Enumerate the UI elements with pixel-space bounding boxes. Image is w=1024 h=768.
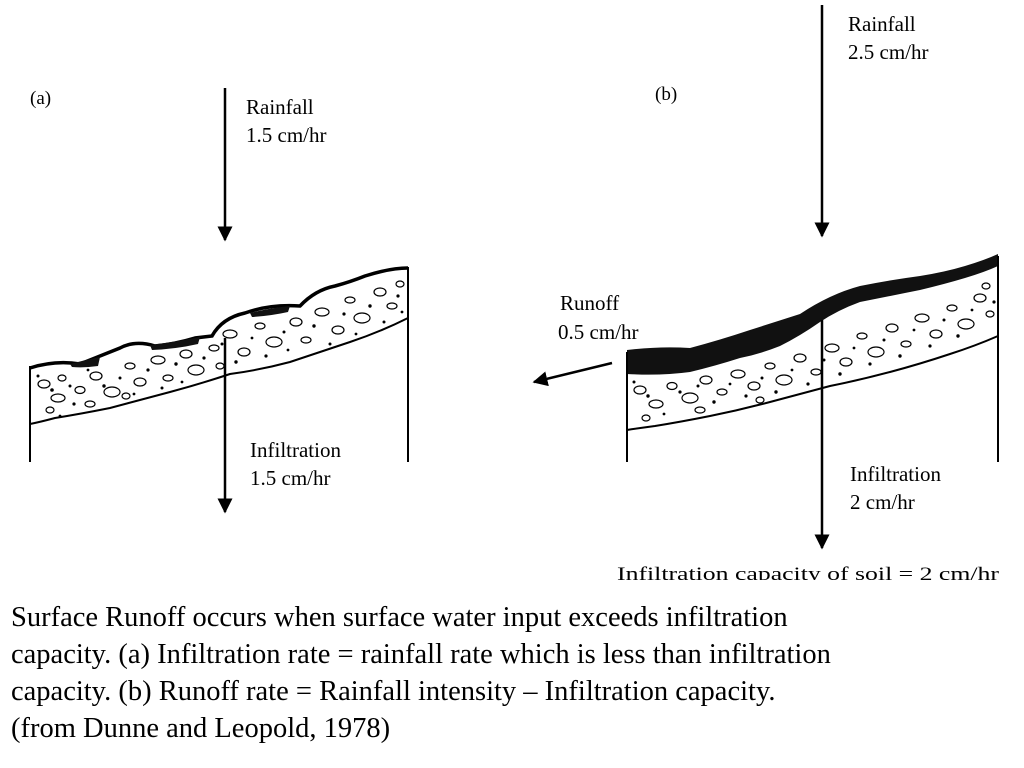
panel-b-rainfall-label: Rainfall [848,12,916,36]
panel-a-infiltration-label: Infiltration [250,438,341,462]
panel-a-rainfall-label: Rainfall [246,95,314,119]
panel-a: (a) Rainfall 1.5 cm/hr [29,88,409,514]
panel-b-runoff-arrow [532,361,613,387]
panel-a-label: (a) [30,88,51,109]
panel-b-soil-block [626,254,999,462]
panel-a-soil-block [29,266,409,462]
caption-line-2: capacity. (a) Infiltration rate = rainfa… [11,639,831,670]
caption-line-3: capacity. (b) Runoff rate = Rainfall int… [11,676,776,707]
panel-a-rainfall-rate: 1.5 cm/hr [246,123,326,147]
capacity-note: Infiltration capacity of soil = 2 cm/hr [617,564,1000,580]
panel-a-infiltration-rate: 1.5 cm/hr [250,466,330,490]
panel-b: (b) Rainfall 2.5 cm/hr Runoff 0.5 cm/hr [532,5,1000,580]
caption-line-1: Surface Runoff occurs when surface water… [11,602,788,633]
panel-b-infiltration-rate: 2 cm/hr [850,490,915,514]
panel-b-infiltration-label: Infiltration [850,462,941,486]
panel-b-runoff-label: Runoff [560,291,619,315]
caption-line-4: (from Dunne and Leopold, 1978) [11,713,391,744]
panel-b-runoff-rate: 0.5 cm/hr [558,320,638,344]
runoff-diagram: (a) Rainfall 1.5 cm/hr [29,5,1000,580]
panel-b-label: (b) [655,84,677,105]
panel-b-rainfall-rate: 2.5 cm/hr [848,40,928,64]
